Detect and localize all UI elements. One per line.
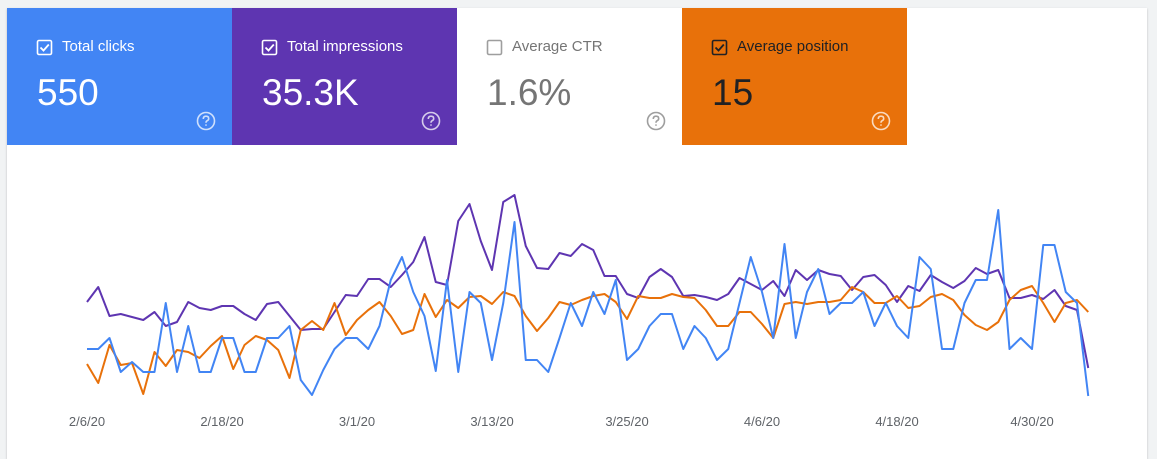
help-icon	[871, 111, 891, 131]
metric-label: Total clicks	[62, 38, 135, 55]
x-tick-label: 4/6/20	[744, 414, 780, 429]
x-tick-label: 2/6/20	[69, 414, 105, 429]
checkbox	[36, 39, 53, 56]
checkbox-tick	[264, 43, 275, 52]
checkbox	[486, 39, 503, 56]
checkbox-box	[486, 39, 503, 56]
checkbox-box	[36, 39, 53, 56]
metric-card[interactable]: Average CTR 1.6%	[457, 8, 682, 145]
help-circle	[196, 111, 216, 131]
help-mark	[202, 115, 210, 126]
metric-label: Average CTR	[512, 38, 603, 55]
help-circle	[871, 111, 891, 131]
checkbox-tick	[39, 43, 50, 52]
checkbox-box	[711, 39, 728, 56]
metric-value: 15	[712, 72, 754, 113]
checkbox	[261, 39, 278, 56]
help-circle	[421, 111, 441, 131]
metric-card[interactable]: Average position 15	[682, 8, 907, 145]
help-icon	[196, 111, 216, 131]
x-tick-label: 3/25/20	[605, 414, 648, 429]
x-tick-label: 3/1/20	[339, 414, 375, 429]
metric-card[interactable]: Total impressions 35.3K	[232, 8, 457, 145]
metric-value: 550	[37, 72, 99, 113]
metric-label: Average position	[737, 38, 849, 55]
metric-value: 1.6%	[487, 72, 572, 113]
x-tick-label: 2/18/20	[200, 414, 243, 429]
metric-label: Total impressions	[287, 38, 403, 55]
checkbox	[711, 39, 728, 56]
series-line	[87, 209, 1090, 397]
x-tick-label: 4/18/20	[875, 414, 918, 429]
x-tick-label: 4/30/20	[1010, 414, 1053, 429]
checkbox-tick	[714, 43, 725, 52]
series-line	[86, 194, 1090, 369]
help-icon	[646, 111, 666, 131]
help-mark	[652, 115, 660, 126]
metric-value: 35.3K	[262, 72, 359, 113]
help-mark	[877, 115, 885, 126]
help-icon	[421, 111, 441, 131]
x-tick-label: 3/13/20	[470, 414, 513, 429]
help-mark	[427, 115, 435, 126]
help-circle	[646, 111, 666, 131]
metric-card[interactable]: Total clicks 550	[7, 8, 232, 145]
series-line	[86, 285, 1089, 395]
performance-panel: Total clicks 550 Total impressions 35.3K Ave…	[7, 8, 1147, 459]
checkbox-box	[261, 39, 278, 56]
